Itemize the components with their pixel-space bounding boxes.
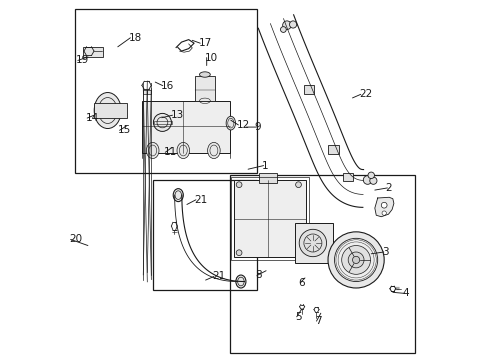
Ellipse shape (235, 275, 245, 288)
Circle shape (367, 172, 374, 179)
Circle shape (236, 182, 242, 188)
Bar (152, 180, 257, 290)
Bar (230, 175, 415, 353)
Text: 1: 1 (261, 161, 268, 171)
Circle shape (280, 27, 285, 32)
Text: 22: 22 (358, 89, 371, 99)
Ellipse shape (94, 93, 121, 129)
Text: 21: 21 (194, 195, 207, 205)
Circle shape (153, 113, 171, 131)
Bar (75, 9, 257, 173)
Text: 10: 10 (204, 53, 218, 63)
Circle shape (381, 202, 386, 208)
Circle shape (236, 250, 242, 256)
Text: 19: 19 (76, 55, 89, 66)
Bar (294, 223, 332, 263)
Circle shape (327, 232, 384, 288)
Circle shape (289, 21, 296, 28)
Text: 12: 12 (236, 120, 249, 130)
Bar (233, 180, 305, 257)
Bar (258, 173, 276, 183)
Circle shape (363, 176, 371, 184)
Bar (153, 121, 171, 124)
Ellipse shape (207, 143, 220, 158)
Circle shape (369, 177, 376, 184)
Ellipse shape (225, 116, 235, 130)
Circle shape (282, 21, 291, 30)
Bar (328, 145, 338, 154)
Circle shape (347, 252, 363, 268)
Circle shape (341, 246, 370, 274)
Circle shape (295, 250, 301, 256)
Text: 15: 15 (118, 125, 131, 135)
Circle shape (299, 229, 326, 257)
Circle shape (334, 238, 377, 282)
Ellipse shape (177, 143, 189, 158)
Bar (231, 177, 308, 260)
Bar (83, 47, 103, 57)
Bar (343, 172, 352, 181)
Text: 18: 18 (128, 33, 142, 43)
Text: 11: 11 (163, 147, 176, 157)
Bar (303, 85, 313, 94)
Ellipse shape (146, 143, 159, 158)
Text: 4: 4 (402, 288, 408, 298)
Circle shape (352, 256, 359, 264)
Circle shape (381, 211, 386, 215)
Bar (142, 90, 151, 94)
Text: 7: 7 (314, 316, 321, 326)
Polygon shape (374, 197, 393, 217)
Bar (94, 103, 127, 118)
Ellipse shape (199, 72, 210, 77)
Text: 14: 14 (85, 113, 99, 123)
Text: 13: 13 (170, 110, 183, 120)
Bar (194, 76, 215, 101)
Text: 21: 21 (212, 271, 225, 282)
Text: 9: 9 (254, 122, 261, 132)
Text: 17: 17 (198, 38, 211, 48)
Circle shape (295, 182, 301, 188)
Text: 16: 16 (161, 81, 174, 91)
Ellipse shape (173, 189, 183, 202)
Text: 20: 20 (69, 234, 82, 244)
Text: 3: 3 (381, 247, 388, 257)
Text: 6: 6 (298, 278, 305, 288)
Text: 5: 5 (294, 312, 301, 322)
Text: 8: 8 (255, 270, 262, 280)
Bar (142, 101, 230, 153)
Text: 2: 2 (385, 183, 391, 193)
